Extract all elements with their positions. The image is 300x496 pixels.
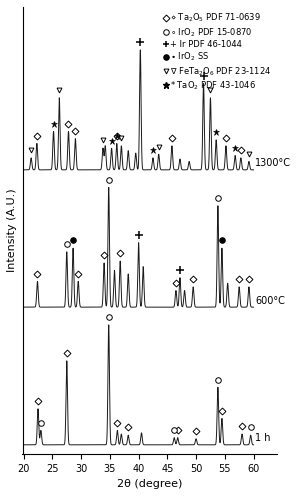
Text: 1 h: 1 h	[255, 433, 271, 443]
X-axis label: 2θ (degree): 2θ (degree)	[117, 479, 182, 489]
Text: 1300°C: 1300°C	[255, 158, 291, 168]
Legend: $\diamond$ Ta$_2$O$_5$ PDF 71-0639, $\circ$ IrO$_2$ PDF 15-0870, + Ir PDF 46-104: $\diamond$ Ta$_2$O$_5$ PDF 71-0639, $\ci…	[163, 11, 272, 93]
Y-axis label: Intensity (A.U.): Intensity (A.U.)	[7, 188, 17, 272]
Text: 600°C: 600°C	[255, 296, 285, 306]
